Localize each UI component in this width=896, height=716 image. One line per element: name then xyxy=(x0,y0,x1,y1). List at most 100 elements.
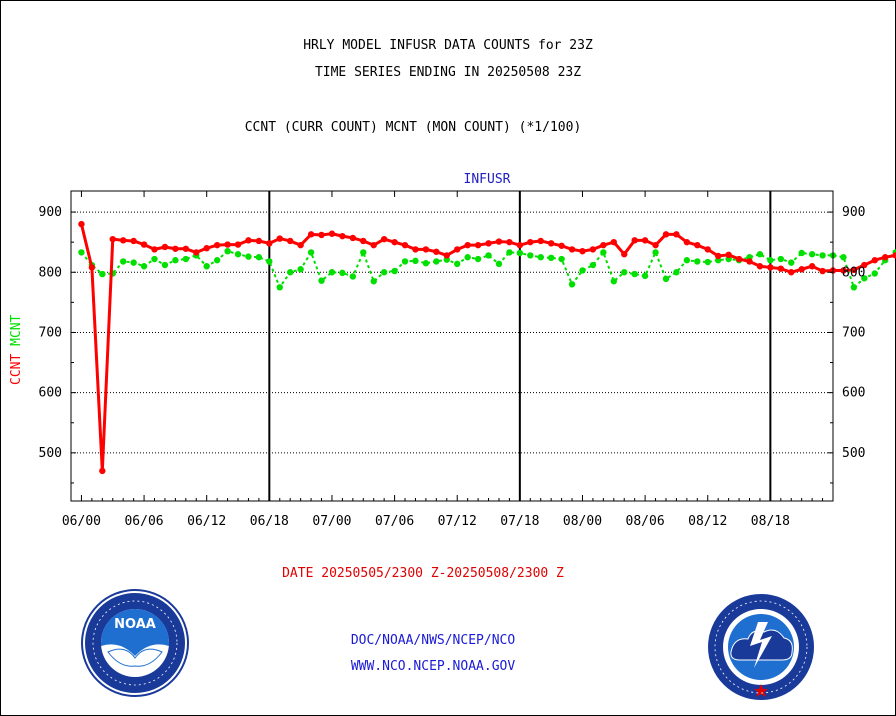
data-point-ccnt xyxy=(307,231,315,238)
series-ccnt xyxy=(78,220,896,475)
data-point-ccnt xyxy=(558,242,565,249)
data-point-ccnt xyxy=(443,252,450,259)
data-point-mcnt xyxy=(339,269,346,277)
y-tick-label-left: 800 xyxy=(39,265,62,280)
data-point-mcnt xyxy=(474,255,482,263)
data-point-ccnt xyxy=(683,238,691,246)
data-point-mcnt xyxy=(683,257,691,264)
y-tick-label-right: 700 xyxy=(842,325,865,340)
data-point-ccnt xyxy=(641,237,649,244)
data-point-mcnt xyxy=(610,278,617,285)
data-point-ccnt xyxy=(412,246,419,253)
data-point-ccnt xyxy=(746,258,753,265)
data-point-mcnt xyxy=(78,249,85,256)
data-point-mcnt xyxy=(307,249,315,256)
data-point-ccnt xyxy=(788,269,795,276)
data-point-mcnt xyxy=(631,270,638,278)
data-point-ccnt xyxy=(485,240,492,247)
data-point-ccnt xyxy=(349,234,357,242)
y-tick-label-right: 800 xyxy=(842,265,865,280)
data-point-ccnt xyxy=(767,264,774,271)
data-point-mcnt xyxy=(547,254,555,262)
data-point-mcnt xyxy=(485,252,492,259)
data-point-mcnt xyxy=(662,275,670,283)
data-point-ccnt xyxy=(99,467,106,475)
data-point-ccnt xyxy=(495,238,503,245)
data-point-mcnt xyxy=(266,258,273,265)
y-axis-label-ccnt: CCNT xyxy=(9,354,24,385)
svg-text:NOAA: NOAA xyxy=(114,617,156,632)
data-point-ccnt xyxy=(516,241,524,249)
data-point-ccnt xyxy=(537,237,544,245)
data-point-mcnt xyxy=(454,260,461,268)
x-tick-label: 06/12 xyxy=(187,514,226,529)
data-point-ccnt xyxy=(266,240,273,247)
x-tick-label: 07/18 xyxy=(500,514,539,529)
axis-labels: 500 500 600 600 700 700 800 800 900 900 06/00 06/06… xyxy=(9,172,865,529)
data-point-ccnt xyxy=(610,238,617,246)
data-point-ccnt xyxy=(871,257,878,264)
data-point-ccnt xyxy=(756,263,764,270)
data-point-ccnt xyxy=(130,237,137,245)
data-point-ccnt xyxy=(422,246,430,253)
data-point-mcnt xyxy=(777,255,785,263)
chart-title-line2: TIME SERIES ENDING IN 20250508 23Z xyxy=(314,65,582,80)
data-point-mcnt xyxy=(808,251,816,258)
x-tick-label: 08/12 xyxy=(688,514,727,529)
chart-subtitle: CCNT (CURR COUNT) MCNT (MON COUNT) (*1/1… xyxy=(244,120,582,135)
x-tick-label: 08/18 xyxy=(751,514,790,529)
data-point-ccnt xyxy=(318,231,325,239)
data-point-mcnt xyxy=(412,257,419,265)
data-point-ccnt xyxy=(213,241,221,249)
y-tick-label-right: 900 xyxy=(842,205,865,220)
data-point-mcnt xyxy=(568,281,576,288)
data-point-mcnt xyxy=(161,261,169,269)
data-point-ccnt xyxy=(464,241,471,249)
data-point-ccnt xyxy=(182,245,190,252)
x-tick-label: 06/18 xyxy=(250,514,289,529)
data-point-ccnt xyxy=(808,263,816,270)
data-point-mcnt xyxy=(401,258,409,265)
data-point-mcnt xyxy=(318,277,325,284)
data-point-ccnt xyxy=(631,237,638,244)
data-point-ccnt xyxy=(600,241,607,249)
y-tick-label-left: 500 xyxy=(39,446,62,461)
grid-lines xyxy=(71,211,833,454)
data-point-ccnt xyxy=(474,241,482,249)
plot-area xyxy=(70,190,834,502)
data-point-mcnt xyxy=(506,249,513,256)
data-point-ccnt xyxy=(662,231,670,238)
data-point-mcnt xyxy=(297,266,304,273)
data-point-mcnt xyxy=(360,249,367,256)
data-point-mcnt xyxy=(767,257,774,264)
x-tick-label: 06/06 xyxy=(124,514,163,529)
data-point-ccnt xyxy=(850,266,858,274)
data-point-ccnt xyxy=(861,261,868,269)
data-point-mcnt xyxy=(234,251,242,258)
data-point-mcnt xyxy=(850,284,858,291)
data-point-ccnt xyxy=(401,241,409,249)
data-point-mcnt xyxy=(213,257,221,264)
data-point-ccnt xyxy=(297,241,304,249)
data-point-mcnt xyxy=(558,255,565,263)
data-point-ccnt xyxy=(506,238,513,246)
data-point-ccnt xyxy=(193,249,200,256)
data-point-ccnt xyxy=(391,238,398,246)
data-point-mcnt xyxy=(819,252,826,259)
data-point-mcnt xyxy=(349,273,357,280)
x-tick-label: 08/06 xyxy=(626,514,665,529)
data-point-ccnt xyxy=(245,237,252,244)
data-point-ccnt xyxy=(714,252,722,260)
y-axis-label-mcnt: MCNT xyxy=(9,314,24,345)
data-point-mcnt xyxy=(140,263,148,270)
data-point-mcnt xyxy=(287,269,294,276)
series-layer xyxy=(78,220,896,475)
data-point-mcnt xyxy=(99,270,106,278)
data-point-ccnt xyxy=(255,237,263,245)
data-point-mcnt xyxy=(255,254,263,261)
data-point-mcnt xyxy=(391,267,398,275)
data-point-ccnt xyxy=(798,266,805,273)
data-point-mcnt xyxy=(464,254,471,261)
website-link[interactable]: WWW.NCO.NCEP.NOAA.GOV xyxy=(350,659,516,674)
data-point-mcnt xyxy=(119,258,127,265)
